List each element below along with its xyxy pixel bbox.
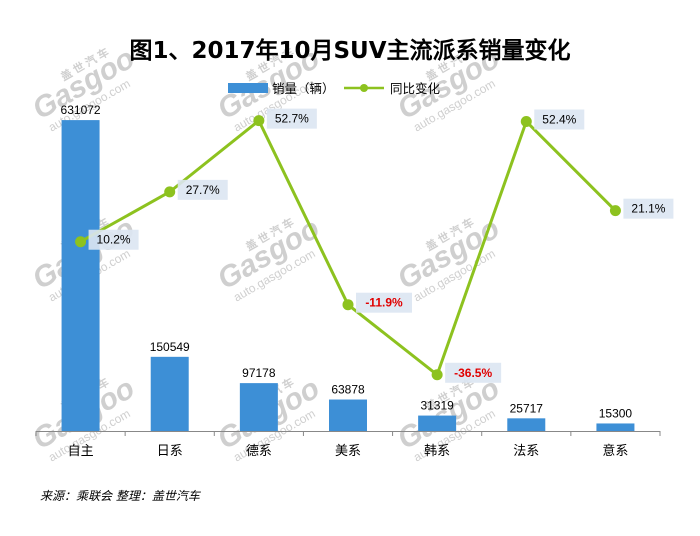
bar-value-label: 31319 — [420, 399, 454, 413]
x-tick-label: 韩系 — [424, 444, 450, 459]
line-point-法系 — [520, 115, 532, 127]
legend-line-marker — [360, 84, 368, 92]
bar-series — [61, 120, 635, 431]
bar-法系 — [507, 418, 546, 431]
x-tick-label: 德系 — [246, 444, 272, 459]
line-label-box — [534, 109, 585, 130]
line-value-label: 52.4% — [534, 109, 585, 130]
line-point-意系 — [609, 205, 621, 217]
bar-自主 — [61, 120, 100, 431]
line-label-box — [445, 362, 502, 383]
line-point-美系 — [342, 299, 354, 311]
bar-value-label: 25717 — [510, 401, 544, 415]
line-label-box — [356, 292, 412, 313]
bar-美系 — [329, 399, 367, 431]
bar-韩系 — [418, 415, 457, 431]
bar-意系 — [596, 423, 635, 431]
bar-value-label: 97178 — [242, 366, 276, 380]
legend-bar-label: 销量（辆） — [272, 81, 335, 96]
bar-value-label: 150549 — [150, 340, 190, 354]
line-label-box — [88, 229, 139, 250]
bar-value-labels: 631072 150549 97178 63878 31319 25717 15300 — [61, 103, 633, 420]
line-label-text: -11.9% — [365, 296, 403, 310]
line-label-text: 10.2% — [97, 233, 131, 247]
line-point-自主 — [75, 236, 87, 248]
line-point-日系 — [164, 186, 176, 198]
line-value-label: -36.5% — [445, 362, 502, 383]
line-value-label: 52.7% — [266, 108, 317, 129]
line-label-text: 52.4% — [542, 112, 576, 126]
line-point-德系 — [253, 115, 265, 127]
line-value-label: 27.7% — [177, 179, 228, 200]
line-value-label: 10.2% — [88, 229, 139, 250]
line-path — [79, 119, 617, 377]
line-point-韩系 — [431, 369, 443, 381]
x-tick-label: 意系 — [602, 443, 628, 459]
source-note: 来源：乘联会 整理：盖世汽车 — [40, 489, 202, 503]
x-tick-label: 自主 — [68, 444, 94, 459]
line-label-text: 21.1% — [631, 202, 665, 216]
line-label-box — [266, 108, 317, 129]
bar-value-label: 631072 — [61, 103, 101, 117]
line-value-label: 21.1% — [623, 198, 674, 219]
line-value-label: -11.9% — [356, 292, 412, 313]
x-tick-label: 法系 — [513, 444, 539, 459]
chart-title: 图1、2017年10月SUV主流派系销量变化 — [129, 37, 570, 64]
bar-日系 — [150, 356, 189, 431]
x-axis: 自主 日系 德系 美系 韩系 法系 意系 — [35, 431, 661, 459]
bar-value-label: 15300 — [599, 406, 633, 420]
bar-德系 — [239, 383, 278, 431]
legend-line-label: 同比变化 — [390, 81, 441, 96]
bar-value-label: 63878 — [331, 383, 365, 397]
legend-bar-swatch — [228, 83, 268, 93]
line-label-text: -36.5% — [454, 366, 492, 380]
line-label-box — [623, 198, 674, 219]
x-tick-label: 日系 — [157, 444, 183, 459]
line-series — [75, 115, 621, 381]
line-label-box — [177, 179, 228, 200]
line-label-text: 27.7% — [186, 183, 220, 197]
x-tick-label: 美系 — [335, 444, 361, 459]
line-label-text: 52.7% — [275, 112, 309, 126]
legend: 销量（辆） 同比变化 — [228, 81, 441, 96]
line-value-labels: 10.2% 27.7% 52.7% -11.9% -36.5% 52.4% 21.1% — [88, 108, 674, 383]
